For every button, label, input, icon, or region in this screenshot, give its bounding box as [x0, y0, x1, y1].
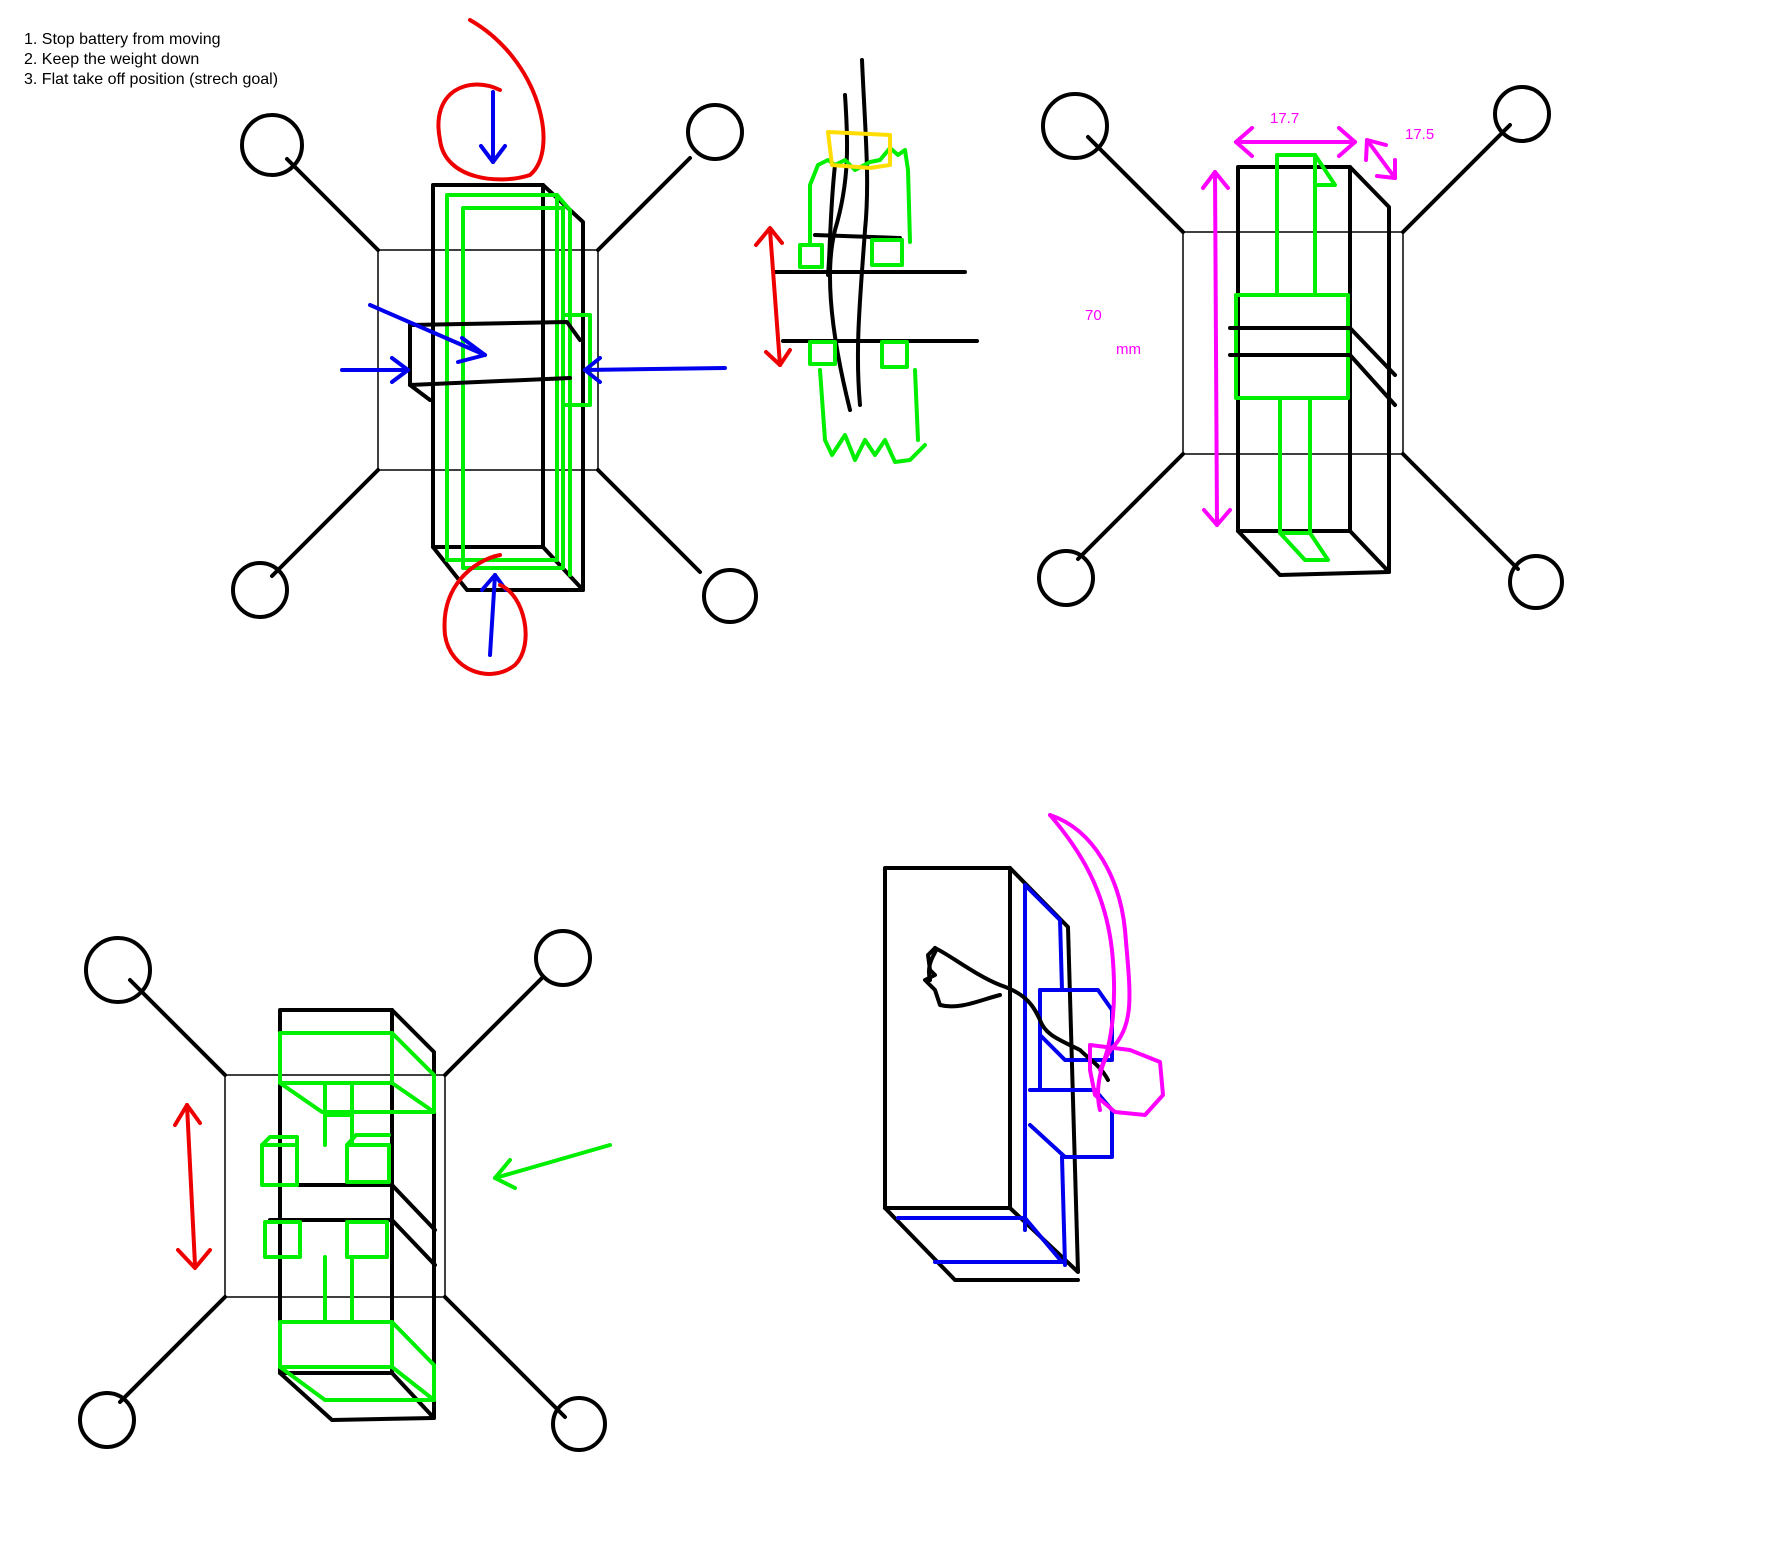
propeller-icon — [231, 561, 289, 619]
drone-frame — [1037, 85, 1564, 610]
drone-sketch-top-left — [231, 18, 758, 676]
propeller-icon — [534, 929, 592, 987]
battery-box — [278, 1008, 436, 1422]
propeller-icon — [1493, 85, 1551, 143]
propeller-icon — [78, 1391, 136, 1449]
battery-strap — [1228, 326, 1397, 407]
dimension-arrows — [1201, 126, 1397, 527]
drone-frame — [78, 929, 607, 1452]
propeller-icon — [240, 113, 304, 177]
requirement-2: 2. Keep the weight down — [24, 51, 200, 68]
battery-holder — [260, 1031, 436, 1402]
unit-label: mm — [1116, 341, 1141, 358]
depth-dimension-label: 17.5 — [1405, 126, 1434, 143]
requirement-1: 1. Stop battery from moving — [24, 31, 221, 48]
battery-strap — [268, 1183, 437, 1267]
strap-detail-sketch — [754, 58, 979, 464]
width-dimension-label: 17.7 — [1270, 110, 1299, 127]
battery-box — [431, 183, 585, 592]
drone-sketch-bottom-left — [78, 929, 612, 1452]
callout-loops — [436, 18, 546, 676]
battery-holder — [445, 193, 592, 577]
battery-detail-sketch — [883, 813, 1165, 1282]
drone-frame — [231, 103, 758, 624]
propeller-icon — [1508, 554, 1564, 610]
propeller-icon — [84, 936, 152, 1004]
propeller-icon — [1041, 92, 1109, 160]
propeller-icon — [686, 103, 744, 161]
battery-holder — [1234, 153, 1350, 562]
battery-holder — [896, 883, 1114, 1267]
battery-strap — [408, 320, 582, 402]
height-dimension-label: 70 — [1085, 307, 1102, 324]
drone-sketch-dimensioned: 17.7 17.5 70 mm — [1037, 85, 1564, 610]
requirement-3: 3. Flat take off position (strech goal) — [24, 71, 279, 88]
requirements-list: 1. Stop battery from moving 2. Keep the … — [24, 30, 278, 90]
force-arrows — [340, 90, 727, 657]
propeller-icon — [1037, 549, 1095, 607]
propeller-icon — [551, 1396, 607, 1452]
propeller-icon — [702, 568, 758, 624]
